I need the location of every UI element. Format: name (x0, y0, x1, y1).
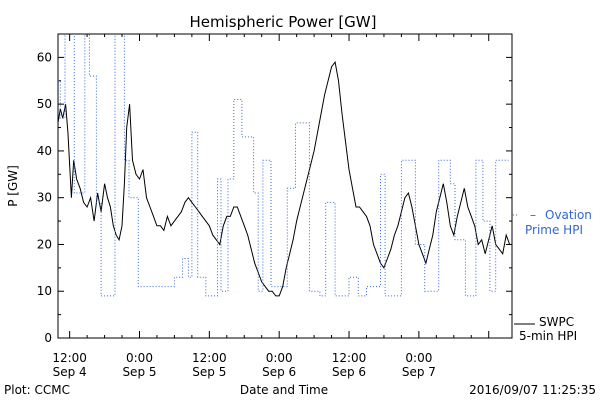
legend-ovation-line2: Prime HPI (525, 223, 583, 237)
x-tick-time-label: 0:00 (405, 351, 432, 365)
plot-frame (57, 33, 513, 339)
x-tick-date-label: Sep 7 (402, 365, 436, 379)
legend-ovation-prime: – Ovation Prime HPI (513, 208, 592, 237)
legend-ovation-marker: – (530, 208, 536, 222)
legend-swpc-line1: SWPC (539, 315, 574, 329)
plot-axes (57, 33, 513, 339)
y-tick-label: 10 (37, 284, 52, 298)
y-tick-label: 0 (44, 331, 52, 345)
y-tick-label: 60 (37, 50, 52, 64)
x-tick-date-label: Sep 4 (53, 365, 87, 379)
x-tick-date-label: Sep 5 (122, 365, 156, 379)
x-tick-time-label: 12:00 (52, 351, 87, 365)
y-tick-label: 30 (37, 191, 52, 205)
footer-plot-credit: Plot: CCMC (4, 383, 70, 397)
x-tick-time-label: 0:00 (126, 351, 153, 365)
legend-ovation-line1: Ovation (545, 208, 592, 222)
x-tick-time-label: 12:00 (332, 351, 367, 365)
x-tick-date-label: Sep 6 (262, 365, 296, 379)
x-axis-label: Date and Time (240, 383, 328, 397)
x-tick-date-label: Sep 5 (192, 365, 226, 379)
series-swpc-line (58, 60, 511, 297)
x-tick-date-label: Sep 6 (332, 365, 366, 379)
y-tick-label: 20 (37, 237, 52, 251)
legend-swpc: SWPC 5-min HPI (514, 315, 577, 343)
legend-swpc-line2: 5-min HPI (519, 329, 577, 343)
x-tick-time-label: 0:00 (266, 351, 293, 365)
y-tick-label: 40 (37, 144, 52, 158)
y-axis-label: P [GW] (6, 165, 20, 207)
series-layer (58, 34, 511, 297)
x-tick-time-label: 12:00 (192, 351, 227, 365)
y-axis-ticks: 0 10 20 30 40 50 60 (37, 50, 512, 345)
chart-title: Hemispheric Power [GW] (190, 13, 377, 31)
y-tick-label: 50 (37, 97, 52, 111)
footer-timestamp: 2016/09/07 11:25:35 (469, 383, 596, 397)
